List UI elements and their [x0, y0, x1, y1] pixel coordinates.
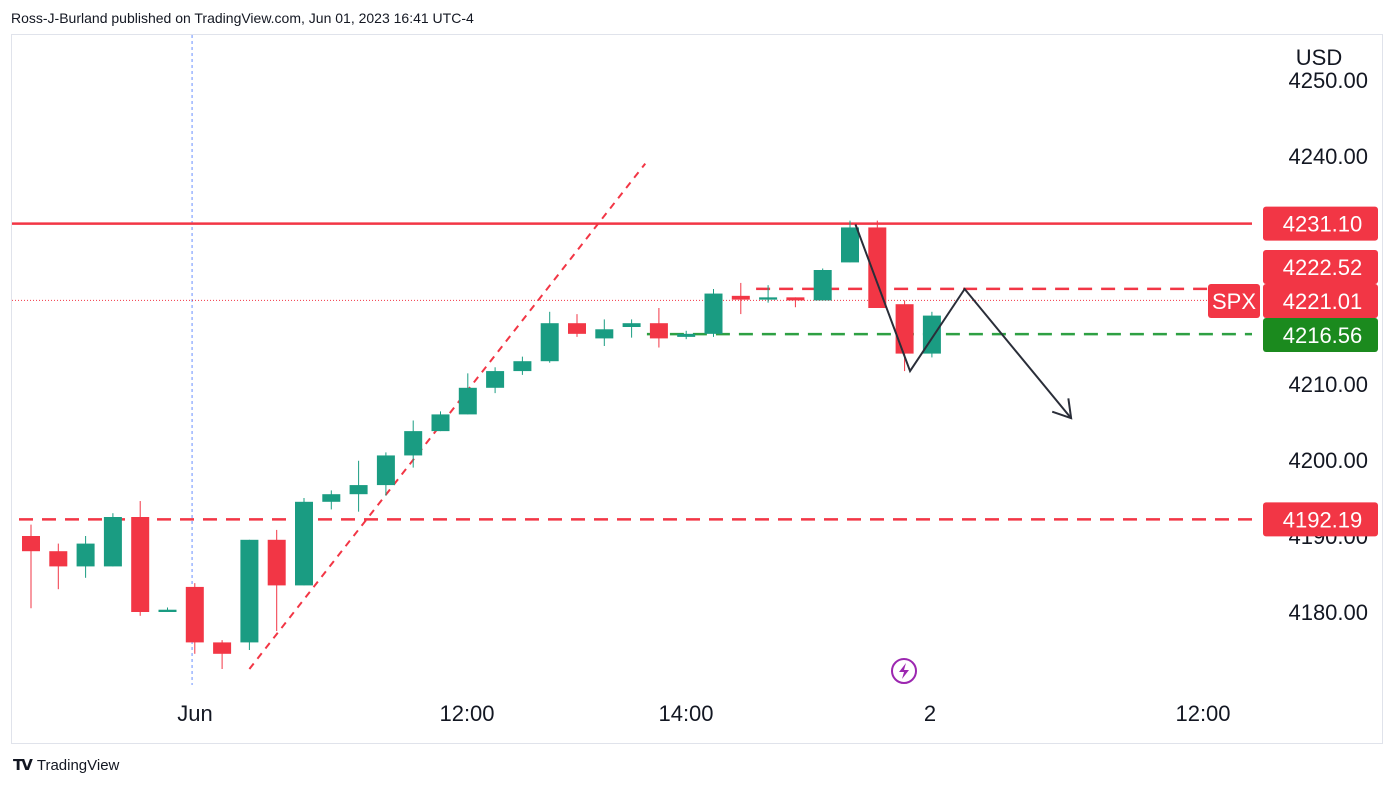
- lightning-glyph: [899, 663, 909, 679]
- lower-dashed-price-tag[interactable]: [1263, 502, 1378, 537]
- candle-body[interactable]: [295, 501, 313, 586]
- candle-body[interactable]: [813, 270, 832, 301]
- upper-dashed-price-tag[interactable]: [1263, 250, 1378, 284]
- current-price-price-label: 4221.01: [1283, 289, 1363, 314]
- projection-arrowhead: [1051, 398, 1073, 420]
- candle-body[interactable]: [131, 517, 150, 612]
- candle-body[interactable]: [103, 517, 122, 567]
- symbol-tag[interactable]: [1208, 284, 1260, 318]
- y-tick-label: 4180.00: [1288, 600, 1368, 625]
- candle-body[interactable]: [431, 414, 450, 432]
- y-tick-label: 4240.00: [1288, 144, 1368, 169]
- upper-dashed-price-label: 4222.52: [1283, 255, 1363, 280]
- y-tick-label: 4250.00: [1288, 68, 1368, 93]
- candle-body[interactable]: [376, 455, 395, 486]
- support-dashed-price-tag[interactable]: [1263, 318, 1378, 352]
- candle-body[interactable]: [76, 543, 95, 567]
- candle-body[interactable]: [322, 494, 341, 502]
- candle-body[interactable]: [677, 333, 696, 337]
- x-tick-label: 2: [924, 701, 936, 726]
- candle-body[interactable]: [868, 227, 887, 308]
- candle-body[interactable]: [568, 323, 586, 334]
- candle-body[interactable]: [704, 293, 723, 334]
- candle-body[interactable]: [786, 297, 805, 301]
- candle-body[interactable]: [458, 387, 477, 415]
- candle-body[interactable]: [622, 323, 641, 327]
- tradingview-brand[interactable]: TradingView: [36, 756, 120, 774]
- candle-body[interactable]: [267, 539, 286, 586]
- candle-body[interactable]: [185, 586, 204, 643]
- resistance-price-label: 4231.10: [1283, 212, 1363, 237]
- x-tick-label: 12:00: [1175, 701, 1230, 726]
- current-price-price-tag[interactable]: [1263, 284, 1378, 318]
- x-tick-label: Jun: [177, 701, 212, 726]
- candle-body[interactable]: [895, 304, 914, 354]
- candle-body[interactable]: [841, 227, 859, 263]
- currency-label-bg: [1268, 40, 1368, 72]
- chart-frame[interactable]: 4250.00 4240.00 4210.00 4200.00 4190.00 4180.…: [11, 34, 1383, 744]
- resistance-price-tag[interactable]: [1263, 206, 1378, 241]
- projection-path[interactable]: [854, 224, 1072, 419]
- support-dashed-price-label: 4216.56: [1283, 323, 1363, 348]
- footer: TV TradingView: [13, 756, 119, 774]
- tradingview-logo[interactable]: TV: [13, 756, 33, 774]
- symbol-tag-label: SPX: [1212, 289, 1256, 314]
- x-tick-label: 14:00: [658, 701, 713, 726]
- candle-body[interactable]: [22, 536, 40, 552]
- dashed-trendline[interactable]: [248, 162, 647, 670]
- candle-body[interactable]: [213, 642, 232, 654]
- candle-body[interactable]: [486, 371, 505, 388]
- lower-dashed-price-label: 4192.19: [1283, 507, 1363, 532]
- candle-body[interactable]: [49, 551, 68, 567]
- candle-body[interactable]: [513, 361, 532, 372]
- candle-body[interactable]: [404, 431, 423, 456]
- candle-body[interactable]: [731, 295, 750, 300]
- candle-body[interactable]: [649, 323, 668, 339]
- candle-body[interactable]: [595, 329, 614, 339]
- candle-body[interactable]: [158, 609, 177, 612]
- price-chart[interactable]: 4250.004240.004210.004200.004190.004180.…: [12, 35, 1382, 743]
- candle-body[interactable]: [540, 323, 559, 362]
- candle-body[interactable]: [240, 539, 259, 643]
- y-tick-label: 4200.00: [1288, 448, 1368, 473]
- candle-body[interactable]: [349, 485, 368, 495]
- x-tick-label: 12:00: [439, 701, 494, 726]
- publish-header: Ross-J-Burland published on TradingView.…: [11, 10, 474, 26]
- currency-label: USD: [1296, 45, 1342, 70]
- candle-body[interactable]: [759, 297, 778, 300]
- y-tick-label: 4210.00: [1288, 372, 1368, 397]
